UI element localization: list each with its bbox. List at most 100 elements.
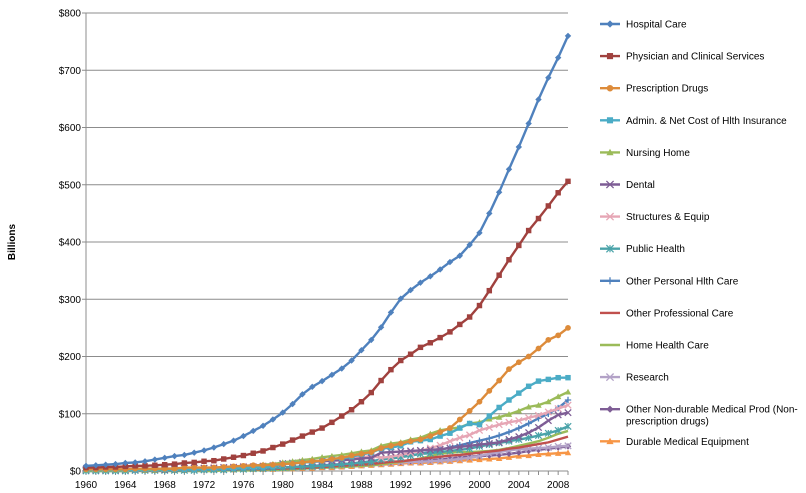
data-point (407, 351, 414, 357)
data-point (260, 448, 266, 454)
data-point (456, 455, 464, 463)
data-point (476, 437, 483, 444)
legend-label: Structures & Equip (626, 212, 710, 223)
data-point (476, 229, 483, 237)
data-point (495, 413, 503, 420)
data-point (545, 398, 552, 405)
data-point (525, 452, 532, 459)
data-point (457, 425, 463, 431)
data-point (565, 374, 571, 381)
data-point (406, 447, 415, 455)
data-point (446, 456, 454, 464)
data-point (465, 431, 474, 439)
data-point (289, 437, 296, 443)
data-point (377, 324, 385, 331)
data-point (210, 444, 218, 451)
data-point (564, 32, 572, 40)
data-point (456, 252, 463, 259)
data-point (535, 345, 542, 352)
data-point (171, 461, 178, 467)
data-point (240, 432, 247, 440)
data-point (544, 429, 552, 437)
data-point (367, 454, 375, 462)
data-point (250, 450, 256, 456)
x-tick-label: 2004 (508, 480, 531, 491)
y-tick-label: $500 (59, 180, 82, 191)
data-point (328, 371, 336, 379)
data-point (388, 442, 394, 449)
data-point (220, 440, 227, 448)
data-point (230, 454, 237, 460)
x-tick-label: 1972 (193, 480, 216, 491)
data-point (554, 404, 562, 413)
legend-item: Prescription Drugs (600, 84, 708, 95)
data-point (427, 436, 434, 443)
data-point (358, 399, 365, 405)
legend-label: Durable Medical Equipment (626, 437, 749, 448)
data-point (525, 383, 532, 389)
data-point (299, 391, 306, 398)
data-point (485, 423, 493, 432)
x-tick-label: 2000 (468, 480, 491, 491)
data-point (544, 408, 552, 416)
data-point (457, 321, 463, 328)
data-point (436, 457, 444, 465)
data-point (475, 441, 484, 449)
data-point (554, 411, 562, 419)
data-point (554, 450, 562, 456)
data-point (496, 272, 502, 278)
x-tick-label: 1976 (232, 480, 255, 491)
data-point (417, 344, 424, 351)
data-point (535, 401, 542, 408)
series-hospital-care (82, 32, 572, 470)
data-point (338, 454, 345, 461)
legend-item: Public Health (600, 244, 685, 255)
data-point (388, 366, 394, 373)
data-point (524, 414, 533, 422)
data-point (554, 393, 562, 400)
data-point (210, 464, 217, 471)
data-point (171, 465, 178, 472)
data-point (505, 435, 513, 444)
data-point (476, 398, 483, 405)
data-point (466, 241, 473, 249)
data-point (358, 347, 365, 354)
data-point (348, 357, 355, 364)
data-point (506, 397, 512, 403)
x-tick-label: 1980 (272, 480, 295, 491)
data-point (465, 442, 474, 450)
data-point (122, 463, 129, 470)
data-point (466, 420, 473, 427)
data-point (525, 227, 532, 234)
x-tick-label: 2008 (547, 480, 570, 491)
y-tick-label: $800 (59, 9, 82, 20)
data-point (161, 454, 168, 462)
data-point (436, 445, 444, 453)
data-point (270, 461, 276, 468)
data-point (525, 120, 532, 127)
data-point (348, 407, 355, 413)
x-tick-label: 1996 (429, 480, 452, 491)
data-point (378, 377, 384, 384)
data-point (397, 440, 404, 447)
data-point (515, 432, 523, 441)
data-point (259, 422, 267, 429)
legend-label: Other Personal Hlth Care (626, 276, 739, 287)
data-point (280, 441, 286, 447)
data-point (171, 452, 178, 460)
data-point (407, 286, 414, 294)
data-point (606, 53, 614, 60)
data-point (152, 462, 158, 468)
data-point (544, 416, 552, 425)
data-point (535, 215, 542, 222)
data-point (516, 242, 522, 249)
data-point (269, 416, 277, 423)
data-point (270, 444, 276, 451)
data-point (240, 452, 247, 459)
data-point (368, 389, 374, 396)
data-point (505, 411, 513, 417)
x-tick-label: 1992 (390, 480, 413, 491)
data-point (200, 447, 208, 454)
data-point (102, 461, 109, 468)
